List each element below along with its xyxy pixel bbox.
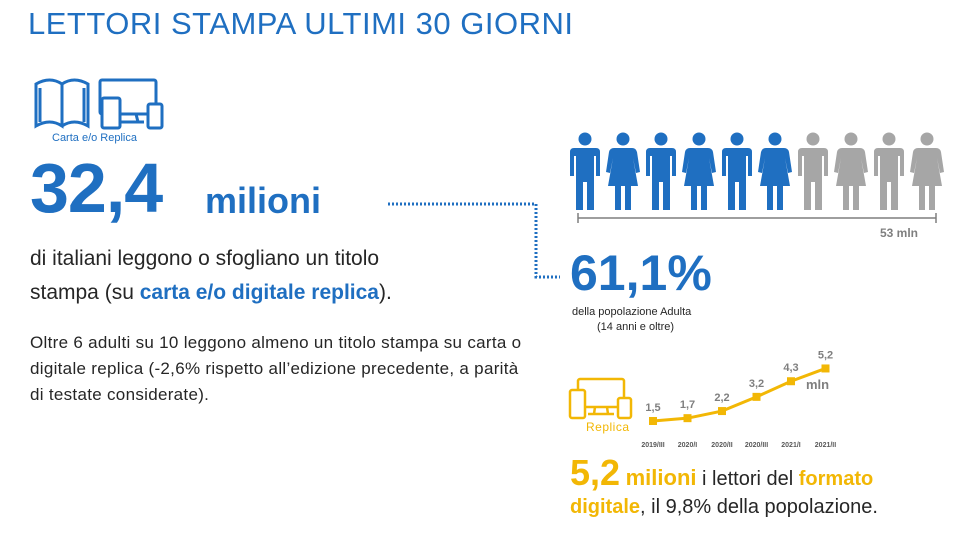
desc-highlight: carta e/o digitale replica [139,281,379,304]
desc-part2: stampa (su [30,281,140,304]
percent-age-caption: (14 anni e oltre) [597,321,675,333]
population-pictogram [570,132,944,223]
chart-value-label: 5,2 [818,349,833,361]
chart-value-label: 1,7 [680,399,695,411]
digital-highlight1: formato [798,468,874,490]
icon-label: Carta e/o Replica [52,132,137,144]
digital-highlight2: digitale [570,496,641,518]
chart-value-label: 2,2 [714,392,729,404]
chart-value-label: 3,2 [749,378,764,390]
chart-x-tick-label: 2020/III [745,442,768,449]
chart-point [752,392,761,401]
digital-readers-line2: digitale, il 9,8% della popolazione. [570,496,878,519]
chart-point [683,414,692,423]
chart-point [649,417,657,425]
chart-point [718,407,726,416]
chart-x-tick-label: 2021/I [781,442,801,449]
chart-point [821,364,830,373]
chart-point [787,377,795,386]
chart-unit-label: mln [806,377,829,392]
chart-x-tick-label: 2020/I [678,442,698,449]
digital-number: 5,2 [570,452,621,493]
chart-value-label: 1,5 [645,402,660,414]
digital-text1: i lettori del [696,468,799,490]
percent-caption: della popolazione Adulta [572,306,692,318]
desc-part1: di italiani leggono o sfogliano un titol… [30,247,380,270]
page-title: LETTORI STAMPA ULTIMI 30 GIORNI [28,6,574,41]
replica-label: Replica [586,420,630,434]
digital-readers-line1: 5,2 milioni i lettori del formato [570,452,873,494]
detail-paragraph: Oltre 6 adulti su 10 leggono almeno un t… [30,333,522,404]
desc-part3: ). [378,281,392,304]
chart-x-tick-label: 2020/II [711,442,732,449]
digital-text2: , il 9,8% della popolazione. [640,496,878,518]
chart-series-line [652,367,827,423]
readers-unit: milioni [205,180,321,221]
readers-number: 32,4 [30,149,163,227]
chart-value-label: 4,3 [783,362,798,374]
chart-x-tick-label: 2019/III [641,442,664,449]
population-total: 53 mln [880,226,919,240]
digital-unit: milioni [625,465,697,490]
book-devices-icon [34,78,164,130]
readers-description: di italiani leggono o sfogliano un titol… [30,242,500,310]
percent-value: 61,1% [570,245,712,301]
replica-devices-icon [568,377,633,420]
chart-x-tick-label: 2021/II [815,442,836,449]
